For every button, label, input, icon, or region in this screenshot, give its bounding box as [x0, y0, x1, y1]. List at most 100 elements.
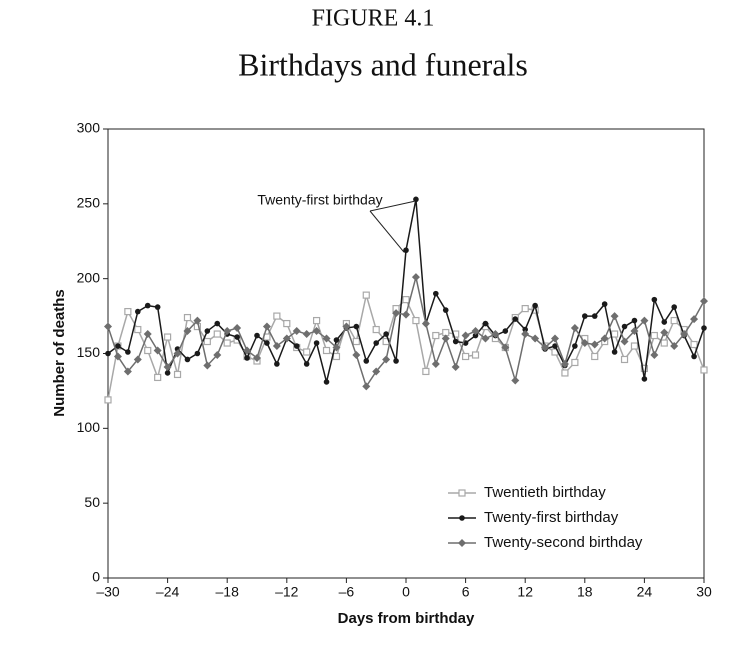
data-point	[373, 340, 380, 346]
data-point	[640, 364, 649, 373]
data-point	[164, 370, 171, 376]
data-point	[700, 366, 708, 374]
data-point	[402, 310, 410, 319]
data-point	[332, 343, 341, 352]
data-point	[700, 297, 708, 306]
data-point	[363, 358, 370, 364]
data-point	[213, 330, 221, 338]
x-tick-label: –18	[216, 584, 240, 600]
data-point	[352, 350, 361, 359]
data-point	[213, 350, 222, 359]
data-point	[383, 331, 389, 337]
data-point	[433, 290, 439, 297]
data-point	[650, 350, 659, 359]
data-point	[144, 302, 151, 309]
data-point	[362, 291, 370, 299]
data-point	[244, 355, 250, 361]
y-tick-label: 150	[77, 344, 101, 360]
data-point	[611, 349, 618, 355]
x-tick-label: 30	[696, 584, 712, 600]
legend-marker	[458, 539, 466, 547]
annotation: Twenty-first birthday	[257, 192, 382, 208]
data-point	[650, 331, 658, 340]
data-point	[393, 358, 399, 364]
data-point	[570, 324, 579, 333]
annotation-arrow	[369, 210, 405, 253]
data-point	[372, 325, 380, 334]
data-point	[461, 331, 470, 340]
x-tick-label: 6	[462, 584, 470, 600]
data-point	[441, 334, 450, 343]
data-point	[272, 342, 281, 351]
data-point	[501, 343, 510, 352]
data-point	[472, 332, 479, 339]
data-point	[601, 301, 608, 307]
data-point	[303, 361, 310, 367]
data-point	[670, 342, 679, 351]
x-tick-label: 0	[402, 584, 410, 600]
x-tick-label: –12	[275, 584, 299, 600]
data-point	[333, 337, 340, 343]
data-point	[234, 334, 240, 340]
y-tick-label: 200	[77, 269, 101, 285]
data-point	[193, 316, 202, 325]
data-point	[312, 327, 321, 336]
data-point	[502, 328, 509, 334]
data-point	[194, 350, 201, 357]
data-point	[173, 349, 182, 358]
data-point	[313, 340, 320, 346]
data-point	[124, 307, 132, 316]
data-point	[591, 313, 598, 319]
data-point	[214, 320, 221, 327]
data-point	[352, 337, 360, 346]
data-point	[223, 327, 232, 336]
data-point	[491, 330, 500, 339]
data-point	[670, 316, 678, 325]
data-point	[661, 319, 668, 325]
data-point	[572, 343, 578, 349]
data-point	[143, 330, 152, 339]
data-point	[571, 358, 579, 367]
data-point	[362, 382, 371, 391]
data-point	[115, 343, 121, 349]
data-point	[113, 352, 122, 361]
data-point	[521, 330, 530, 339]
data-point	[561, 369, 569, 377]
data-point	[471, 327, 480, 336]
data-point	[342, 322, 351, 331]
annotation-arrow	[369, 200, 415, 212]
data-point	[481, 334, 490, 343]
data-point	[403, 247, 409, 254]
data-point	[630, 342, 639, 350]
data-point	[691, 353, 697, 360]
data-point	[313, 316, 321, 325]
data-point	[204, 328, 211, 334]
data-point	[610, 312, 619, 321]
data-point	[442, 307, 449, 313]
data-point	[690, 340, 698, 349]
legend-marker	[459, 515, 465, 521]
data-point	[541, 343, 550, 352]
data-point	[552, 343, 558, 349]
x-tick-label: 18	[577, 584, 593, 600]
data-point	[512, 316, 519, 322]
data-point	[701, 325, 707, 331]
data-point	[262, 322, 271, 331]
data-point	[133, 355, 142, 364]
data-point	[274, 361, 280, 367]
data-point	[580, 339, 589, 348]
data-point	[680, 330, 689, 339]
data-point	[292, 327, 301, 336]
data-point	[223, 339, 231, 347]
data-point	[413, 196, 419, 203]
data-point	[372, 367, 381, 376]
data-point	[254, 332, 260, 339]
data-point	[620, 337, 629, 346]
data-point	[164, 333, 172, 341]
data-point	[163, 362, 172, 371]
data-point	[282, 334, 291, 343]
data-point	[203, 361, 212, 370]
data-point	[154, 304, 161, 310]
x-tick-label: 24	[637, 584, 653, 600]
data-point	[243, 346, 252, 355]
